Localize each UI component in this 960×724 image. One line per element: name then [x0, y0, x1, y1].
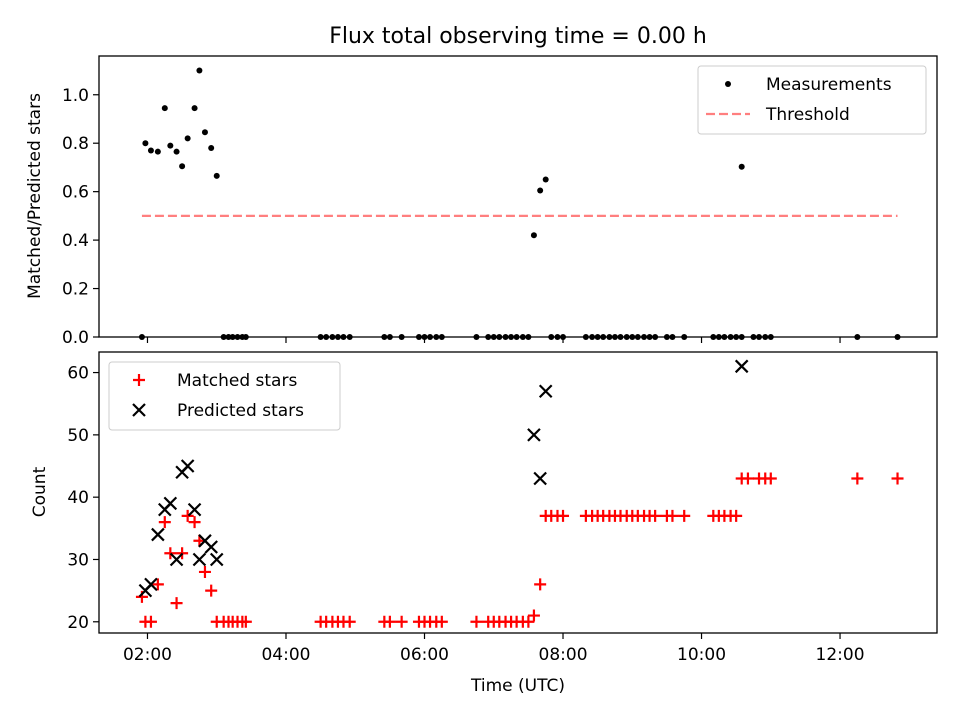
predicted-stars-point [204, 540, 218, 554]
bottom-legend [108, 361, 341, 431]
predicted-stars-legend-label: Predicted stars [177, 401, 304, 421]
top-y-tick-label: 0.4 [62, 231, 89, 251]
matched-stars-point [151, 578, 164, 591]
predicted-stars-point [209, 552, 224, 567]
measurements-point [179, 163, 186, 170]
measurements-point [537, 187, 544, 194]
matched-stars-point [170, 597, 183, 610]
measurements-point [161, 105, 168, 112]
matched-stars-point [666, 509, 679, 522]
measurements-point [738, 163, 745, 170]
top-y-axis-label: Matched/Predicted stars [25, 93, 45, 299]
x-tick-label: 04:00 [261, 645, 310, 665]
measurements-point [201, 129, 208, 136]
predicted-stars-point [533, 471, 547, 486]
matched-stars-point [527, 609, 540, 622]
matched-stars-point [343, 615, 356, 628]
measurements-point [142, 140, 149, 147]
x-tick-label: 10:00 [677, 645, 726, 665]
matched-stars-legend-label: Matched stars [177, 371, 297, 391]
predicted-stars-point [187, 502, 202, 517]
matched-stars-point [678, 509, 691, 522]
x-tick-label: 06:00 [400, 645, 449, 665]
measurements-point [530, 232, 537, 239]
matched-stars-point [158, 516, 171, 529]
matched-stars-point [891, 472, 904, 485]
matched-stars-point [205, 584, 218, 597]
matched-stars-point [851, 472, 864, 485]
matched-stars-point [649, 509, 662, 522]
measurements-point [196, 67, 203, 74]
measurements-point [213, 172, 220, 179]
matched-stars-point [764, 472, 777, 485]
threshold-legend-label: Threshold [765, 105, 850, 125]
x-tick-label: 08:00 [539, 645, 588, 665]
measurements-point [542, 176, 549, 183]
predicted-stars-point [538, 384, 553, 399]
top-y-tick-label: 0.8 [62, 134, 89, 154]
bottom-y-tick-label: 50 [67, 426, 89, 446]
predicted-stars-point [734, 359, 749, 374]
measurements-point [208, 145, 215, 152]
measurements-legend-swatch [725, 81, 731, 87]
matched-stars-point [383, 615, 396, 628]
predicted-stars-point [151, 527, 165, 542]
measurements-point [154, 148, 161, 155]
measurements-point [173, 148, 180, 155]
chart-title: Flux total observing time = 0.00 h [329, 24, 707, 49]
top-y-tick-label: 0.6 [62, 183, 89, 203]
bottom-y-tick-label: 20 [67, 613, 89, 633]
predicted-stars-point [144, 577, 158, 592]
matched-stars-point [239, 615, 252, 628]
matched-stars-point [534, 578, 547, 591]
matched-stars-point [164, 547, 177, 560]
x-axis-label: Time (UTC) [470, 676, 565, 696]
bottom-y-axis-label: Count [30, 466, 50, 517]
predicted-stars-point [169, 552, 184, 567]
bottom-y-tick-label: 40 [67, 488, 89, 508]
top-y-tick-label: 1.0 [62, 86, 89, 106]
matched-stars-point [181, 509, 194, 522]
measurements-point [167, 142, 174, 149]
predicted-stars-legend-swatch [132, 403, 146, 417]
matched-stars-legend-swatch [133, 374, 145, 386]
predicted-stars-point [527, 428, 541, 442]
top-y-tick-label: 0.2 [62, 280, 89, 300]
bottom-y-tick-label: 60 [67, 364, 89, 384]
matched-stars-point [730, 509, 743, 522]
top-axes-frame [98, 55, 938, 338]
matched-stars-point [395, 615, 408, 628]
bottom-axes-frame [98, 351, 938, 634]
matched-stars-point [188, 516, 201, 529]
predicted-stars-point [163, 496, 178, 511]
matched-stars-point [557, 509, 570, 522]
measurements-point [147, 147, 154, 154]
x-tick-label: 12:00 [816, 645, 865, 665]
matched-stars-point [198, 565, 211, 578]
top-y-tick-label: 0.0 [62, 328, 89, 348]
measurements-point [184, 135, 191, 142]
matched-stars-point [741, 472, 754, 485]
bottom-y-tick-label: 30 [67, 550, 89, 570]
measurements-legend-label: Measurements [766, 75, 892, 95]
predicted-stars-point [180, 459, 195, 473]
matched-stars-point [470, 615, 483, 628]
matched-stars-point [435, 615, 448, 628]
matched-stars-point [522, 615, 535, 628]
top-legend [697, 65, 927, 135]
measurements-point [191, 105, 198, 112]
matched-stars-point [144, 615, 157, 628]
x-tick-label: 02:00 [123, 645, 172, 665]
predicted-stars-point [192, 552, 207, 567]
